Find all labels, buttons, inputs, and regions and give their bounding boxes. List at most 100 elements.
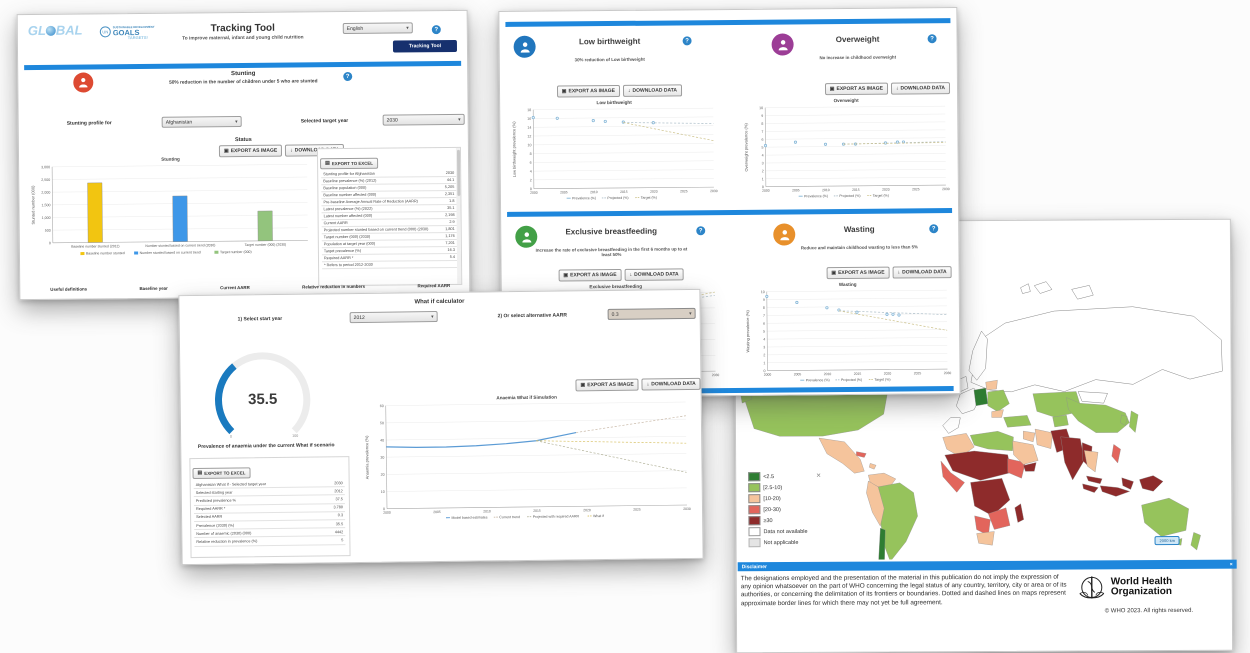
export-excel-button[interactable]: ▤EXPORT TO EXCEL [320,158,378,170]
gauge-caption: Prevalence of anaemia under the current … [181,442,351,450]
footer-link[interactable]: Relative reduction in numbers [302,284,365,290]
country-region[interactable] [1112,444,1121,463]
start-year-select[interactable]: 2012 ▾ [350,311,438,323]
language-select[interactable]: English ▾ [343,22,413,34]
svg-text:2: 2 [530,178,532,182]
table-scrollbar[interactable] [456,148,461,284]
country-region[interactable] [970,431,1013,451]
aarr-label: 2) Or select alternative AARR [498,312,567,319]
country-region[interactable] [1122,478,1134,490]
legend-close-icon[interactable]: × [816,472,821,480]
footer-link[interactable]: Baseline year [139,286,167,291]
export-excel-button[interactable]: ▤EXPORT TO EXCEL [192,467,250,479]
legend-item: Not applicable [749,538,808,547]
disclaimer-bar: Disclaimer × [738,560,1237,572]
country-region[interactable] [1072,285,1094,299]
country-region[interactable] [1061,437,1085,480]
svg-text:Overweight prevalence (%): Overweight prevalence (%) [743,123,748,172]
download-data-button[interactable]: ↓DOWNLOAD DATA [893,266,952,279]
row-label: Target number (000) (2030) [324,235,370,239]
country-region[interactable] [1129,411,1138,433]
svg-text:Current trend: Current trend [499,515,520,519]
country-region[interactable] [1084,450,1098,472]
footer-link[interactable]: Current AARR [220,285,250,290]
download-data-button[interactable]: ↓DOWNLOAD DATA [891,82,950,95]
svg-text:9: 9 [761,114,763,118]
download-data-button[interactable]: ↓DOWNLOAD DATA [642,378,701,391]
card-info-icon[interactable]: ? [683,36,692,45]
svg-text:7: 7 [763,314,765,318]
country-region[interactable] [1034,282,1052,294]
download-data-button[interactable]: ↓DOWNLOAD DATA [623,84,682,97]
row-label: Population at target year (000) [324,242,375,246]
svg-text:What if: What if [593,514,604,518]
svg-text:2030: 2030 [942,187,950,191]
header-info-icon[interactable]: ? [432,25,441,34]
export-image-button[interactable]: ▣EXPORT AS IMAGE [557,85,620,98]
country-region[interactable] [1082,484,1098,493]
footer-link[interactable]: Required AARR [417,283,450,288]
country-region[interactable] [869,463,876,469]
country-region[interactable] [1141,498,1188,537]
country-region[interactable] [1053,415,1069,427]
svg-text:2010: 2010 [824,372,832,376]
aarr-select[interactable]: 0.3 ▾ [608,308,696,320]
bar-0[interactable] [88,183,103,243]
svg-text:1,000: 1,000 [42,216,51,220]
export-image-button[interactable]: ▣EXPORT AS IMAGE [575,379,638,392]
footer-link[interactable]: Useful definitions [50,287,87,292]
country-region[interactable] [1078,391,1108,403]
bar-2[interactable] [258,211,273,241]
tracking-tool-button[interactable]: Tracking Tool [393,40,457,53]
country-region[interactable] [974,388,988,406]
row-value: 37.5 [335,497,342,501]
country-region[interactable] [1021,284,1031,294]
country-select[interactable]: Afghanistan ▾ [162,116,242,128]
country-region[interactable] [878,528,885,560]
country-region[interactable] [1100,486,1130,497]
low-birthweight-icon [514,36,536,58]
country-region[interactable] [1015,504,1024,523]
country-region[interactable] [943,418,961,434]
country-region[interactable] [1004,415,1032,427]
disclaimer-close-icon[interactable]: × [1230,561,1233,567]
svg-text:6: 6 [761,138,763,142]
export-image-button[interactable]: ▣EXPORT AS IMAGE [558,269,621,282]
row-value: 5.4 [450,255,455,259]
bar-1[interactable] [173,196,188,242]
country-region[interactable] [971,306,1223,392]
download-data-button[interactable]: ↓DOWNLOAD DATA [625,268,684,281]
card-info-icon[interactable]: ? [929,224,938,233]
map-scale-button[interactable]: 2000 km [1155,536,1180,545]
stunting-info-icon[interactable]: ? [343,72,352,81]
card-info-icon[interactable]: ? [696,226,705,235]
svg-text:1: 1 [762,177,764,181]
country-region[interactable] [988,390,1010,412]
svg-text:2030: 2030 [710,189,718,193]
row-label: Relative reduction in prevalence (%) [196,539,257,544]
svg-text:Prevalence (%): Prevalence (%) [804,194,828,198]
svg-text:4: 4 [530,170,532,174]
svg-text:Stunting: Stunting [161,157,180,162]
country-region[interactable] [1191,532,1201,550]
svg-text:2010: 2010 [590,190,598,194]
country-region[interactable] [1023,431,1035,442]
export-image-button[interactable]: ▣EXPORT AS IMAGE [825,83,888,96]
country-region[interactable] [992,410,1004,418]
svg-text:2015: 2015 [852,188,860,192]
row-label: Number of anaemic (2030) (000) [196,531,251,536]
export-image-button[interactable]: ▣EXPORT AS IMAGE [826,267,889,280]
country-region[interactable] [1086,476,1102,484]
country-region[interactable] [977,531,995,545]
svg-text:Overweight: Overweight [834,98,860,103]
table-row: Relative reduction in prevalence (%) 5 [194,536,345,546]
card-info-icon[interactable]: ? [928,34,937,43]
country-region[interactable] [1139,476,1163,492]
target-year-select[interactable]: 2030 ▾ [383,114,465,126]
country-region[interactable] [1035,429,1053,449]
svg-text:18: 18 [527,108,531,112]
image-icon: ▣ [580,383,585,388]
svg-text:8: 8 [763,306,765,310]
